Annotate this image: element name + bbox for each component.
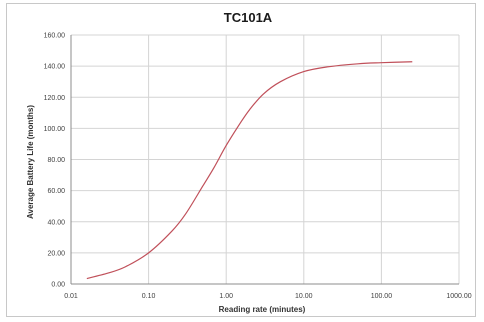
y-tick-label: 0.00 xyxy=(51,282,65,289)
y-axis-title: Average Battery Life (months) xyxy=(26,105,35,219)
chart-title: TC101A xyxy=(224,10,273,25)
axis-layer xyxy=(70,35,459,285)
x-axis-title: Reading rate (minutes) xyxy=(219,305,306,314)
x-tick-label: 0.01 xyxy=(64,293,78,300)
line-chart: 0.00 20.00 40.00 60.00 80.00 100.00 120.00 140.… xyxy=(26,10,472,314)
x-tick-label: 1000.00 xyxy=(446,293,471,300)
y-tick-label: 160.00 xyxy=(44,33,66,40)
y-tick-label: 20.00 xyxy=(47,250,65,257)
tick-labels: 0.00 20.00 40.00 60.00 80.00 100.00 120.00 140.… xyxy=(44,33,472,301)
series-layer xyxy=(86,61,413,280)
x-tick-label: 1.00 xyxy=(219,293,233,300)
y-tick-label: 140.00 xyxy=(44,64,66,71)
x-tick-label: 100.00 xyxy=(371,293,393,300)
y-tick-label: 120.00 xyxy=(44,95,66,102)
y-tick-label: 60.00 xyxy=(47,188,65,195)
chart-frame: 0.00 20.00 40.00 60.00 80.00 100.00 120.00 140.… xyxy=(6,3,476,317)
x-tick-label: 0.10 xyxy=(142,293,156,300)
y-tick-label: 40.00 xyxy=(47,219,65,226)
y-tick-label: 100.00 xyxy=(44,126,66,133)
series-line xyxy=(86,61,413,280)
grid-layer xyxy=(71,34,460,284)
y-tick-label: 80.00 xyxy=(47,157,65,164)
x-tick-label: 10.00 xyxy=(295,293,313,300)
